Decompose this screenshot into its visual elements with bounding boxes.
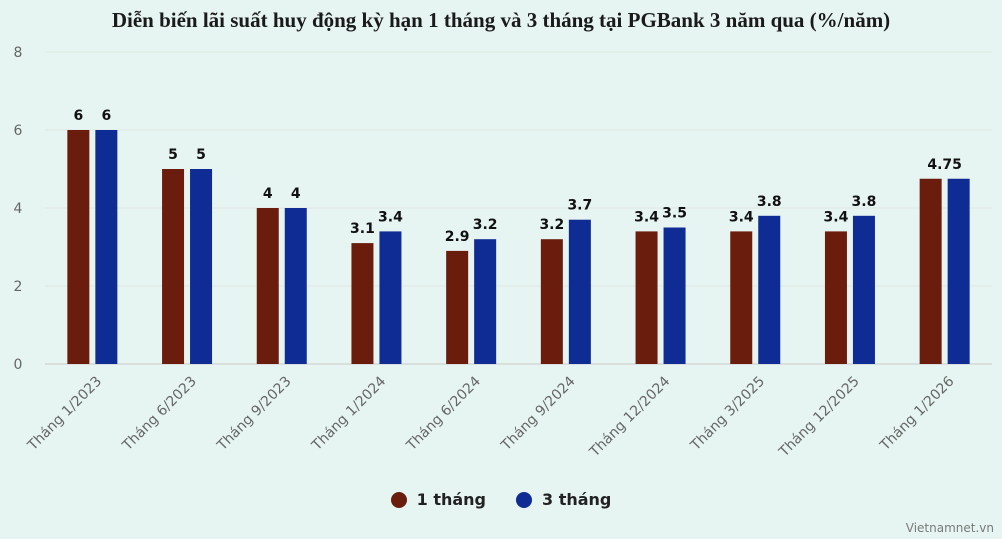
bar-1-thang-0 [67, 130, 90, 364]
x-tick-label-8: Tháng 12/2025 [776, 374, 863, 461]
data-label-3-thang-0: 6 [101, 108, 111, 124]
bar-1-thang-1 [162, 169, 185, 364]
data-label-3-thang-4: 3.2 [473, 217, 498, 233]
bar-3-thang-7 [758, 215, 781, 364]
legend-marker-1-thang [390, 491, 407, 508]
data-label-3-thang-2: 4 [291, 186, 301, 202]
data-label-1-thang-3: 3.1 [350, 221, 375, 237]
bar-3-thang-6 [663, 227, 686, 364]
data-label-1-thang-2: 4 [263, 186, 273, 202]
y-tick-label-6: 6 [14, 123, 23, 139]
bar-3-thang-0 [95, 130, 118, 364]
data-label-1-thang-7: 3.4 [729, 209, 754, 225]
x-tick-label-7: Tháng 3/2025 [687, 374, 768, 455]
bar-1-thang-3 [351, 243, 374, 364]
x-tick-label-9: Tháng 1/2026 [877, 373, 958, 454]
bar-1-thang-8 [824, 231, 847, 364]
y-tick-label-4: 4 [14, 201, 23, 217]
data-label-3-thang-3: 3.4 [378, 209, 403, 225]
data-label-1-thang-6: 3.4 [634, 209, 659, 225]
bar-3-thang-4 [474, 239, 497, 364]
x-tick-label-6: Tháng 12/2024 [586, 373, 673, 460]
watermark: Vietnamnet.vn [905, 521, 994, 535]
bar-1-thang-9 [919, 178, 942, 364]
y-tick-label-8: 8 [14, 45, 23, 61]
x-tick-label-3: Tháng 1/2024 [308, 373, 389, 454]
x-tick-label-5: Tháng 9/2024 [498, 373, 579, 454]
data-label-1-thang-4: 2.9 [445, 229, 470, 245]
bar-3-thang-9 [947, 178, 970, 364]
bar-3-thang-1 [190, 169, 213, 364]
data-label-3-thang-8: 3.8 [852, 194, 877, 210]
data-label-3-thang-7: 3.8 [757, 194, 782, 210]
data-label-3-thang-1: 5 [196, 147, 206, 163]
data-label-3-thang-6: 3.5 [662, 206, 687, 222]
bar-1-thang-6 [635, 231, 658, 364]
chart-title: Diễn biến lãi suất huy động kỳ hạn 1 thá… [111, 8, 891, 32]
data-label-1-thang-0: 6 [73, 108, 83, 124]
bar-1-thang-4 [446, 250, 469, 364]
y-tick-label-0: 0 [14, 357, 23, 373]
x-tick-label-2: Tháng 9/2023 [214, 374, 295, 455]
bar-3-thang-8 [852, 215, 875, 364]
data-label-1-thang-5: 3.2 [539, 217, 564, 233]
bar-3-thang-5 [568, 219, 591, 364]
x-tick-label-0: Tháng 1/2023 [24, 374, 105, 455]
data-label-1-thang-1: 5 [168, 147, 178, 163]
x-tick-label-4: Tháng 6/2024 [403, 373, 484, 454]
legend-item-1-thang[interactable]: 1 tháng [390, 490, 486, 509]
x-tick-label-1: Tháng 6/2023 [119, 374, 200, 455]
legend: 1 tháng 3 tháng [0, 490, 1002, 509]
legend-label-3-thang: 3 tháng [542, 490, 612, 509]
bar-1-thang-5 [540, 239, 563, 364]
bar-1-thang-7 [730, 231, 753, 364]
y-tick-label-2: 2 [14, 279, 23, 295]
data-label-1-thang-9: 4.75 [927, 157, 962, 173]
bar-1-thang-2 [256, 208, 279, 364]
data-label-1-thang-8: 3.4 [824, 209, 849, 225]
data-label-3-thang-5: 3.7 [567, 198, 592, 214]
bar-3-thang-3 [379, 231, 402, 364]
legend-item-3-thang[interactable]: 3 tháng [516, 490, 611, 509]
legend-marker-3-thang [516, 491, 532, 508]
legend-label-1-thang: 1 tháng [416, 490, 486, 509]
bar-3-thang-2 [284, 208, 307, 364]
